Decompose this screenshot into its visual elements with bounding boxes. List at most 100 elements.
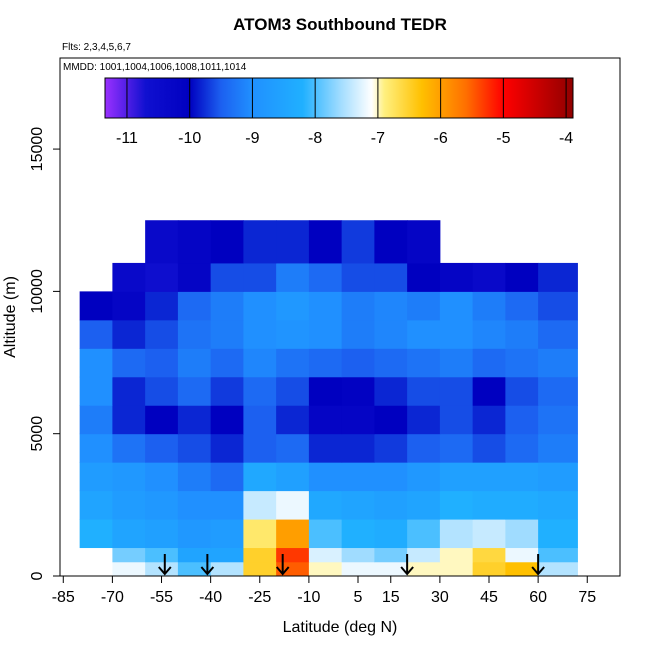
x-tick-label: 30 xyxy=(431,589,449,606)
heat-cell xyxy=(177,319,212,349)
heat-cell xyxy=(210,262,244,292)
x-tick-label: -10 xyxy=(297,589,320,606)
heat-cell xyxy=(145,291,179,321)
x-tick-label: 5 xyxy=(354,589,363,606)
heat-cell xyxy=(210,433,244,463)
heat-cell xyxy=(538,376,578,406)
heat-cell xyxy=(538,405,578,435)
heat-cell xyxy=(112,462,146,492)
heat-cell xyxy=(210,547,244,563)
heat-cell xyxy=(538,433,578,463)
heat-cell xyxy=(210,319,244,349)
heat-cell xyxy=(472,462,506,492)
heat-cell xyxy=(341,519,375,549)
arrow-marker xyxy=(400,554,414,576)
heat-cell xyxy=(407,376,441,406)
heat-cell xyxy=(79,433,113,463)
heat-cell xyxy=(243,462,277,492)
colorbar-tick-label: -7 xyxy=(371,130,385,147)
heat-cell xyxy=(439,519,474,549)
heat-cell xyxy=(407,319,441,349)
arrow-marker xyxy=(275,554,290,576)
heat-cell xyxy=(243,319,277,349)
heat-cell xyxy=(538,291,578,321)
heat-cell xyxy=(112,291,146,321)
y-tick-label: 15000 xyxy=(29,127,46,172)
heat-cell xyxy=(407,220,441,264)
arrow-head xyxy=(275,566,290,576)
colorbar-tick-label: -10 xyxy=(178,130,201,147)
heat-cell xyxy=(308,405,343,435)
heat-cell xyxy=(308,262,343,292)
heat-cell xyxy=(177,262,212,292)
heat-cell xyxy=(210,348,244,378)
heat-cell xyxy=(374,561,408,577)
heat-cell xyxy=(374,433,408,463)
heat-cell xyxy=(407,547,441,563)
colorbar-tick-label: -6 xyxy=(434,130,448,147)
heat-cell xyxy=(112,547,146,563)
heat-cell xyxy=(243,561,277,577)
heat-cell xyxy=(177,291,212,321)
heat-cell xyxy=(145,433,179,463)
y-tick-label: 0 xyxy=(29,571,46,580)
heat-cell xyxy=(538,462,578,492)
heat-cell xyxy=(276,433,310,463)
heat-cell xyxy=(407,291,441,321)
heat-cell xyxy=(538,519,578,549)
heat-cell xyxy=(472,490,506,520)
heat-cell xyxy=(538,561,578,577)
heat-cell xyxy=(505,433,539,463)
heat-cell xyxy=(210,291,244,321)
heat-cell xyxy=(79,405,113,435)
y-tick-label: 10000 xyxy=(29,269,46,314)
heat-cell xyxy=(407,262,441,292)
heat-cell xyxy=(145,262,179,292)
colorbar-tick-label: -5 xyxy=(496,130,510,147)
heat-cell xyxy=(439,319,474,349)
heat-cell xyxy=(145,490,179,520)
heat-cell xyxy=(341,490,375,520)
heat-cell xyxy=(112,319,146,349)
heat-cell xyxy=(505,262,539,292)
heat-cell xyxy=(308,462,343,492)
x-tick-label: 75 xyxy=(578,589,596,606)
arrow-head xyxy=(531,566,545,576)
x-axis-label: Latitude (deg N) xyxy=(283,619,398,636)
heat-cell xyxy=(505,291,539,321)
heat-cell xyxy=(439,291,474,321)
heat-cell xyxy=(308,291,343,321)
heat-cell xyxy=(177,519,212,549)
heat-cell xyxy=(177,376,212,406)
heat-cell xyxy=(145,376,179,406)
heat-cell xyxy=(308,376,343,406)
heat-cell xyxy=(210,561,244,577)
heat-cell xyxy=(145,462,179,492)
heat-cell xyxy=(308,220,343,264)
heat-cell xyxy=(341,319,375,349)
heat-cell xyxy=(79,319,113,349)
heat-cell xyxy=(308,561,343,577)
heat-cell xyxy=(308,519,343,549)
heat-cell xyxy=(374,519,408,549)
heat-cell xyxy=(145,547,179,563)
heat-cell xyxy=(243,490,277,520)
heat-cell xyxy=(276,376,310,406)
heat-cell xyxy=(538,490,578,520)
heat-cell xyxy=(341,220,375,264)
heat-cell xyxy=(374,319,408,349)
heat-cell xyxy=(374,291,408,321)
heat-cell xyxy=(243,291,277,321)
arrow-head xyxy=(400,566,414,576)
heat-cell xyxy=(276,291,310,321)
heat-cell xyxy=(79,291,113,321)
heat-cell xyxy=(538,319,578,349)
heat-cell xyxy=(276,490,310,520)
heat-cell xyxy=(407,462,441,492)
heat-cell xyxy=(505,547,539,563)
heat-cell xyxy=(276,262,310,292)
heat-cell xyxy=(243,405,277,435)
arrow-head xyxy=(200,566,215,576)
arrow-marker xyxy=(531,554,545,576)
heat-cell xyxy=(472,547,506,563)
